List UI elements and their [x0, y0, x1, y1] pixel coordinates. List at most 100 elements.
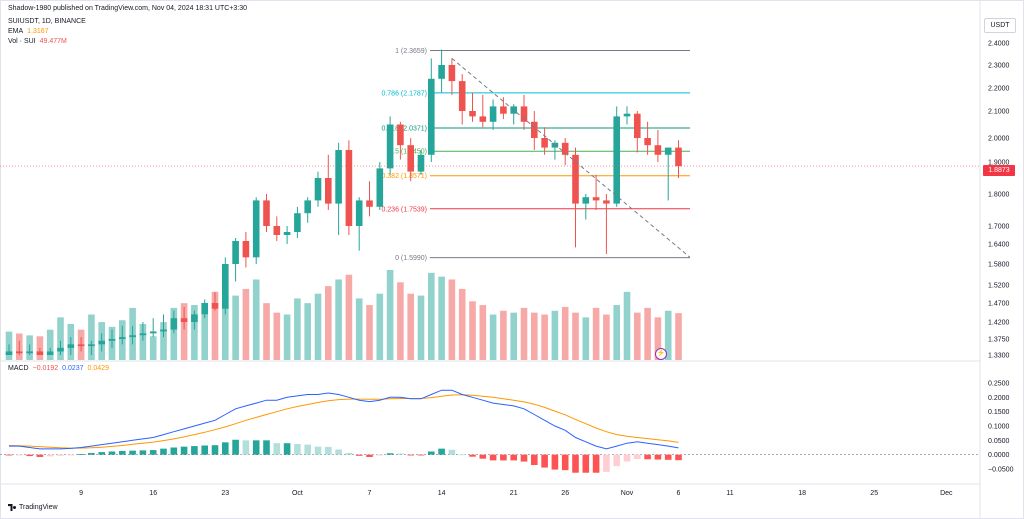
macd-hist-bar	[664, 454, 672, 460]
candle-body	[448, 65, 456, 82]
volume-bar	[160, 322, 167, 360]
macd-hist-bar	[222, 442, 229, 455]
symbol-legend[interactable]: SUIUSDT, 1D, BINANCE	[8, 17, 86, 26]
volume-bar	[149, 336, 157, 360]
candle-body	[88, 344, 95, 347]
volume-bar	[551, 310, 559, 360]
candle-body	[458, 81, 466, 111]
candle-body	[242, 241, 250, 258]
candle-body	[376, 168, 384, 207]
macd-hist-bar	[335, 449, 342, 455]
candle-body	[119, 337, 126, 339]
volume-bar	[232, 295, 239, 360]
candle-body	[500, 106, 507, 114]
macd-hist-bar	[644, 454, 651, 460]
macd-hist-bar	[376, 454, 384, 456]
candle-body	[541, 138, 548, 148]
macd-legend[interactable]: MACD −0.0192 0.0237 0.0429	[8, 365, 113, 372]
candle-body	[77, 344, 85, 347]
macd-hist-bar	[211, 445, 219, 455]
fib-level-label: 0.786 (2.1787)	[381, 90, 427, 97]
candle-body	[572, 154, 579, 204]
volume-bar	[613, 305, 620, 360]
candle-body	[603, 200, 610, 204]
currency-button[interactable]: USDT	[984, 18, 1016, 33]
macd-hist-bar	[170, 447, 178, 455]
lightning-icon[interactable]: ⚡	[655, 348, 667, 360]
volume-label: Vol · SUI	[8, 38, 36, 45]
macd-hist-bar	[386, 453, 394, 455]
fibonacci-retracement: 1 (2.3659) 0.786 (2.1787) 0.618 (2.0371) 0.…	[381, 48, 690, 262]
fib-level-label: 0.236 (1.7539)	[381, 206, 427, 213]
macd-hist-bar	[520, 454, 528, 462]
time-tick-label: 14	[438, 490, 446, 497]
time-tick-label: 6	[677, 490, 681, 497]
candle-body	[252, 200, 260, 258]
macd-hist-bar	[582, 454, 590, 473]
volume-bar	[572, 312, 579, 360]
candle-body	[592, 197, 600, 201]
macd-hist-bar	[98, 452, 105, 455]
candle-body	[263, 200, 270, 226]
macd-hist-bar	[304, 444, 311, 455]
fib-level-label: 0.618 (2.0371)	[381, 125, 427, 132]
time-tick-label: 21	[510, 490, 518, 497]
macd-hist-bar	[531, 454, 538, 465]
macd-tick-label: 0.2000	[988, 395, 1010, 402]
price-tick-label: 1.4200	[988, 320, 1010, 327]
volume-bar	[222, 298, 229, 360]
candle-body	[675, 147, 682, 167]
macd-hist-bar	[46, 454, 54, 457]
fib-level-label: 0 (1.5990)	[395, 255, 427, 262]
volume-bar	[46, 329, 54, 360]
time-tick-label: Dec	[940, 490, 953, 497]
candle-body	[149, 331, 157, 334]
macd-hist-bar	[500, 454, 507, 461]
candle-body	[469, 111, 476, 117]
candle-body	[5, 351, 13, 355]
candle-body	[613, 116, 620, 204]
volume-bar	[654, 317, 662, 360]
fib-level-label: 1 (2.3659)	[395, 48, 427, 55]
time-tick-label: 18	[798, 490, 806, 497]
volume-bar	[479, 305, 487, 360]
volume-bar	[242, 288, 250, 360]
ema-legend[interactable]: EMA 1.3167	[8, 27, 49, 36]
macd-hist-bar	[397, 453, 404, 455]
macd-hist-bar	[417, 454, 425, 456]
tradingview-logo[interactable]: TradingView	[8, 504, 58, 511]
macd-tick-label: 0.1500	[988, 409, 1010, 416]
time-tick-label: 26	[561, 490, 569, 497]
macd-hist-bar	[623, 454, 631, 462]
volume-value: 49.477M	[39, 38, 67, 45]
macd-hist-bar	[191, 446, 198, 455]
volume-bar	[180, 303, 188, 360]
price-tick-label: 2.4000	[988, 41, 1010, 48]
candle-body	[520, 106, 528, 122]
candle-body	[16, 351, 23, 354]
candle-body	[26, 351, 33, 354]
macd-hist-bar	[88, 452, 95, 455]
price-tick-label: 1.7000	[988, 224, 1010, 231]
candle-body	[489, 106, 497, 122]
volume-bar	[139, 324, 147, 360]
volume-bar	[448, 279, 456, 360]
last-price-tag: 1.8873	[983, 165, 1015, 176]
volume-legend[interactable]: Vol · SUI 49.477M	[8, 37, 67, 46]
macd-hist-bar	[469, 454, 476, 457]
volume-bar	[386, 270, 394, 360]
candle-body	[294, 213, 301, 232]
volume-bar	[355, 298, 363, 360]
time-tick-label: 7	[368, 490, 372, 497]
macd-hist-bar	[294, 444, 301, 455]
volume-bar	[283, 314, 291, 360]
macd-hist-bar	[551, 454, 559, 470]
macd-pane	[0, 389, 980, 473]
macd-hist-bar	[428, 451, 435, 455]
macd-tick-label: −0.0500	[988, 467, 1014, 474]
macd-hist-bar	[325, 446, 332, 455]
volume-bar	[489, 314, 497, 360]
candle-body	[46, 351, 54, 355]
candle-body	[325, 178, 332, 204]
